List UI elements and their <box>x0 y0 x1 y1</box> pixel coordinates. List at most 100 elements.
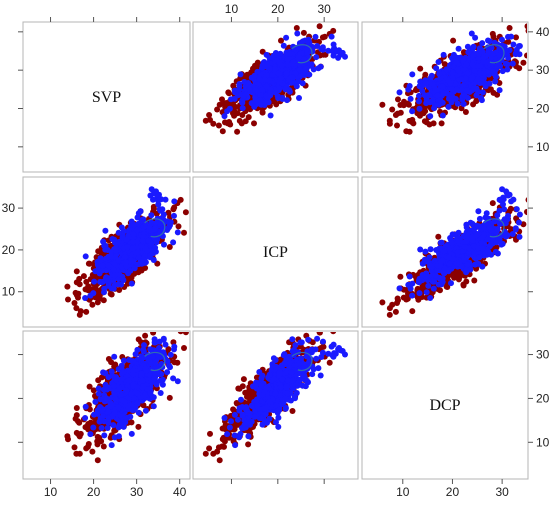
contour-line <box>291 44 313 64</box>
data-point <box>170 206 177 213</box>
data-point <box>99 262 106 269</box>
data-point <box>319 34 326 41</box>
variable-label-icp: ICP <box>263 244 288 261</box>
data-point <box>506 208 513 215</box>
data-point <box>65 296 71 303</box>
data-point <box>170 239 177 246</box>
data-point <box>224 108 231 115</box>
data-point <box>460 101 467 107</box>
data-point <box>287 50 293 57</box>
data-point <box>463 87 470 94</box>
data-point <box>471 277 478 284</box>
data-point <box>129 245 136 252</box>
data-point <box>510 196 517 203</box>
data-point <box>483 210 490 217</box>
data-point <box>313 54 320 61</box>
data-point <box>83 308 90 315</box>
data-point <box>71 300 78 306</box>
data-point <box>284 97 290 104</box>
data-point <box>433 65 440 72</box>
data-point <box>152 248 159 255</box>
data-point <box>422 273 429 280</box>
data-point <box>245 114 252 121</box>
data-point <box>239 105 246 112</box>
data-point <box>130 238 137 245</box>
data-point <box>394 110 401 117</box>
data-point <box>465 49 472 56</box>
data-point <box>469 61 476 68</box>
data-point <box>276 85 283 92</box>
data-point <box>406 128 413 135</box>
data-point <box>462 244 469 251</box>
data-point <box>135 210 142 217</box>
data-point <box>145 237 152 244</box>
data-point <box>245 80 252 86</box>
data-point <box>426 254 433 261</box>
data-point <box>405 86 412 93</box>
data-point <box>254 68 261 75</box>
data-point <box>445 103 452 110</box>
data-point <box>138 267 145 274</box>
data-point <box>148 212 155 219</box>
data-point <box>87 292 94 299</box>
data-point <box>329 48 336 54</box>
data-point <box>513 206 520 213</box>
data-point <box>430 285 437 292</box>
data-point <box>80 273 87 280</box>
data-point <box>319 44 326 51</box>
data-point <box>73 305 80 312</box>
data-point <box>206 112 213 118</box>
data-point <box>471 67 478 74</box>
data-point <box>137 258 144 265</box>
data-point <box>409 308 416 315</box>
data-point <box>64 283 71 290</box>
data-point <box>463 61 470 68</box>
panel-ICP-ICP <box>192 176 359 328</box>
data-point <box>472 34 479 41</box>
data-point <box>516 219 522 226</box>
data-point <box>440 51 447 58</box>
data-point <box>397 273 404 280</box>
data-point <box>458 263 465 270</box>
data-point <box>501 206 508 213</box>
data-point <box>85 260 92 267</box>
scatter-points-SVP-vs-DCP <box>379 23 527 135</box>
data-point <box>234 128 241 135</box>
data-point <box>525 197 527 203</box>
data-point <box>441 248 448 255</box>
data-point <box>516 211 523 218</box>
data-point <box>122 259 129 265</box>
data-point <box>314 43 321 49</box>
data-point <box>427 246 434 253</box>
data-point <box>461 92 468 99</box>
data-point <box>419 87 426 94</box>
data-point <box>524 209 527 216</box>
data-point <box>101 285 108 292</box>
scatter-points-ICP-vs-SVP <box>64 186 189 318</box>
data-point <box>423 99 430 106</box>
data-point <box>272 66 279 72</box>
data-point <box>404 295 411 302</box>
data-point <box>171 212 177 219</box>
data-point <box>492 78 499 85</box>
data-point <box>432 272 439 279</box>
data-point <box>455 55 462 61</box>
data-point <box>91 278 98 285</box>
data-point <box>175 223 182 230</box>
data-point <box>468 30 475 37</box>
data-point <box>416 277 422 284</box>
data-point <box>414 110 421 117</box>
data-point <box>454 249 461 256</box>
data-point <box>499 36 505 43</box>
data-point <box>516 51 523 58</box>
scatter-points-SVP-vs-ICP <box>202 23 348 135</box>
data-point <box>431 278 438 285</box>
data-point <box>449 94 456 101</box>
data-point <box>443 90 450 96</box>
data-point <box>379 299 386 306</box>
data-point <box>232 103 239 110</box>
data-point <box>478 47 485 54</box>
panel-SVP-SVP <box>22 21 191 173</box>
data-point <box>257 97 264 104</box>
